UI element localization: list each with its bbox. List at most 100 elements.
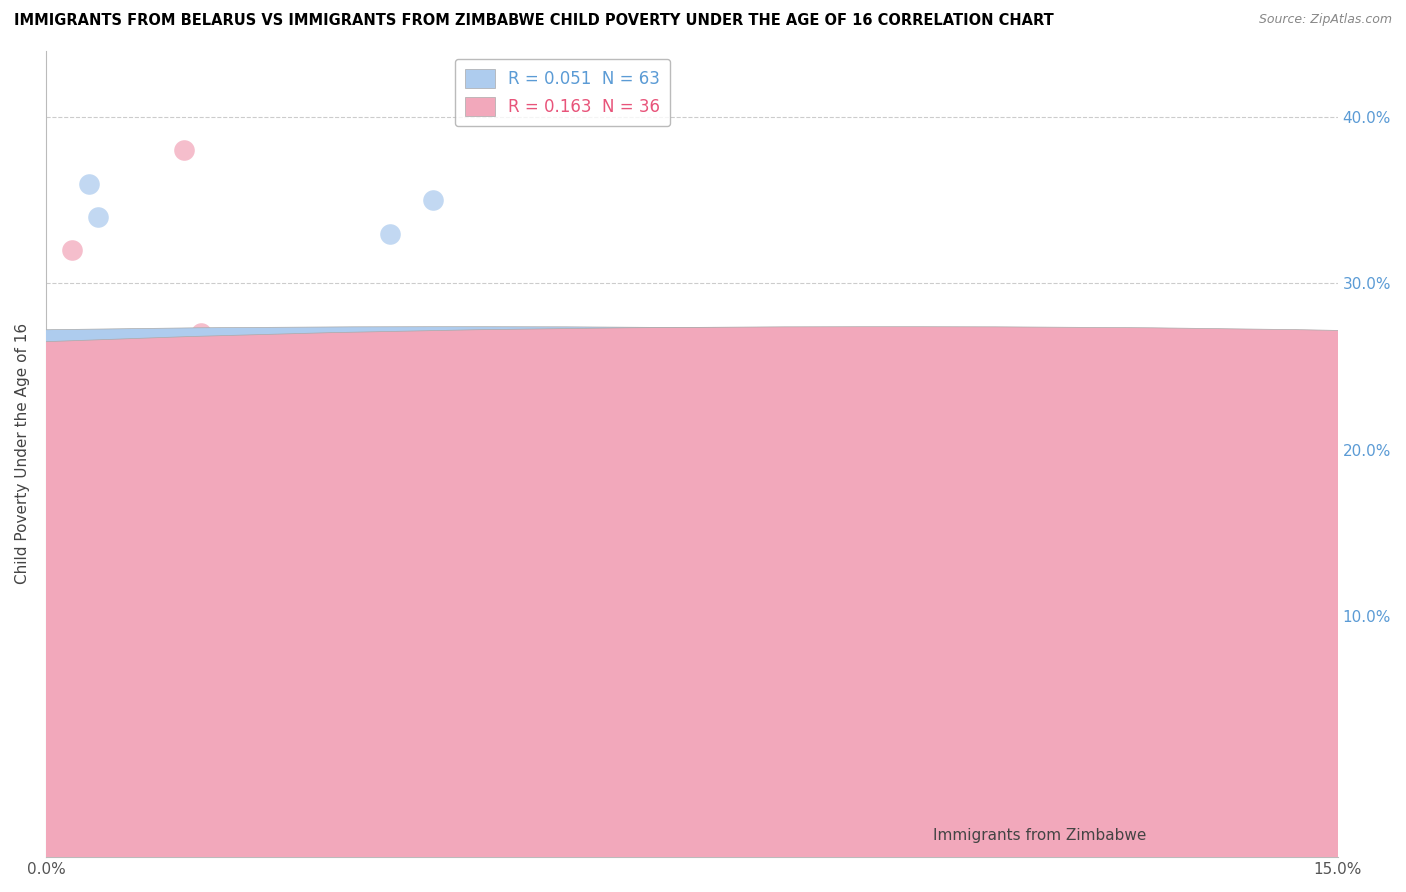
- Point: [198, 492, 221, 507]
- Point: [637, 559, 659, 574]
- Y-axis label: Child Poverty Under the Age of 16: Child Poverty Under the Age of 16: [15, 323, 30, 584]
- Point: [146, 459, 169, 474]
- Point: [69, 559, 91, 574]
- Point: [52, 525, 75, 540]
- Point: [207, 442, 229, 457]
- Point: [121, 475, 143, 490]
- Point: [96, 542, 118, 557]
- Point: [1154, 409, 1177, 424]
- FancyBboxPatch shape: [0, 326, 1406, 892]
- Point: [380, 227, 402, 241]
- Point: [86, 542, 108, 557]
- Point: [319, 475, 342, 490]
- Text: ZIP: ZIP: [484, 405, 666, 502]
- Point: [69, 642, 91, 657]
- Point: [112, 525, 135, 540]
- Point: [766, 542, 789, 557]
- Point: [267, 376, 290, 391]
- Point: [1069, 426, 1091, 441]
- Point: [155, 409, 177, 424]
- Point: [207, 442, 229, 457]
- Point: [96, 509, 118, 524]
- Text: Immigrants from Zimbabwe: Immigrants from Zimbabwe: [934, 828, 1146, 843]
- Point: [112, 459, 135, 474]
- Point: [981, 459, 1004, 474]
- Point: [380, 525, 402, 540]
- Point: [173, 475, 195, 490]
- Point: [52, 659, 75, 673]
- FancyBboxPatch shape: [0, 326, 1406, 892]
- Point: [173, 144, 195, 158]
- Point: [361, 509, 384, 524]
- Point: [146, 442, 169, 457]
- Point: [440, 542, 463, 557]
- Point: [190, 326, 212, 341]
- Point: [121, 542, 143, 557]
- Legend: R = 0.051  N = 63, R = 0.163  N = 36: R = 0.051 N = 63, R = 0.163 N = 36: [456, 59, 671, 126]
- Point: [129, 509, 152, 524]
- Text: Source: ZipAtlas.com: Source: ZipAtlas.com: [1258, 13, 1392, 27]
- Point: [165, 509, 187, 524]
- Point: [482, 575, 505, 590]
- Point: [681, 592, 703, 607]
- Point: [86, 625, 108, 640]
- Point: [509, 542, 531, 557]
- Text: IMMIGRANTS FROM BELARUS VS IMMIGRANTS FROM ZIMBABWE CHILD POVERTY UNDER THE AGE : IMMIGRANTS FROM BELARUS VS IMMIGRANTS FR…: [14, 13, 1054, 29]
- Point: [215, 426, 238, 441]
- Point: [896, 509, 918, 524]
- Point: [86, 210, 108, 224]
- Point: [741, 575, 763, 590]
- Point: [77, 525, 100, 540]
- Point: [138, 492, 160, 507]
- Text: atlas: atlas: [666, 405, 908, 502]
- Point: [77, 492, 100, 507]
- Point: [302, 426, 325, 441]
- Point: [155, 542, 177, 557]
- Point: [104, 475, 127, 490]
- Point: [981, 475, 1004, 490]
- Point: [69, 575, 91, 590]
- Point: [60, 609, 83, 624]
- Point: [173, 409, 195, 424]
- Point: [681, 525, 703, 540]
- Point: [578, 542, 600, 557]
- Point: [121, 459, 143, 474]
- Point: [86, 525, 108, 540]
- Point: [146, 525, 169, 540]
- Text: Immigrants from Belarus: Immigrants from Belarus: [502, 828, 693, 843]
- Point: [1111, 392, 1133, 407]
- Point: [1025, 426, 1047, 441]
- Point: [810, 559, 832, 574]
- Point: [44, 542, 66, 557]
- Point: [422, 525, 444, 540]
- Point: [595, 525, 617, 540]
- Point: [77, 592, 100, 607]
- Point: [60, 244, 83, 258]
- Point: [129, 492, 152, 507]
- Point: [311, 442, 333, 457]
- Point: [96, 575, 118, 590]
- Point: [165, 509, 187, 524]
- Point: [60, 509, 83, 524]
- Point: [181, 459, 204, 474]
- Point: [405, 559, 427, 574]
- Point: [224, 475, 246, 490]
- Point: [233, 392, 256, 407]
- Point: [1284, 509, 1306, 524]
- Point: [853, 492, 876, 507]
- Point: [138, 525, 160, 540]
- Point: [344, 492, 367, 507]
- Point: [465, 708, 488, 723]
- Point: [104, 559, 127, 574]
- Point: [224, 459, 246, 474]
- Point: [939, 459, 962, 474]
- Point: [1198, 409, 1220, 424]
- Point: [250, 426, 273, 441]
- Point: [1069, 442, 1091, 457]
- Point: [181, 442, 204, 457]
- Point: [155, 475, 177, 490]
- Point: [77, 177, 100, 191]
- Point: [165, 442, 187, 457]
- Point: [112, 509, 135, 524]
- Point: [422, 194, 444, 208]
